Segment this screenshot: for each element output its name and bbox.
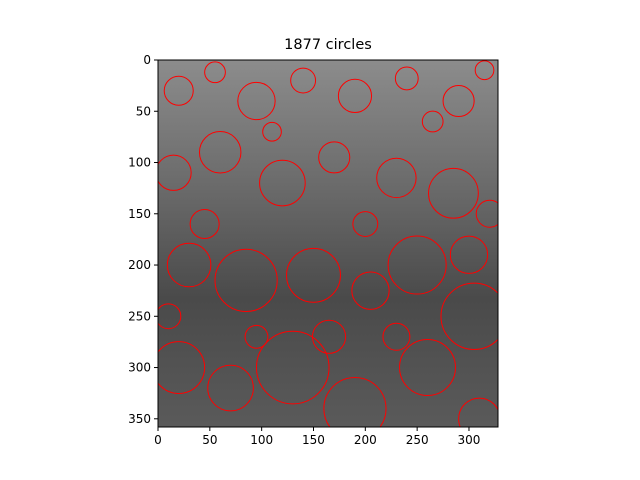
y-tick-label: 150 <box>128 207 151 221</box>
blob-circle <box>376 157 417 199</box>
circle-layer <box>158 60 498 427</box>
blob-circle <box>421 110 444 133</box>
plot-area <box>157 59 499 428</box>
x-axis: 0 50 100 150 200 250 300 <box>154 427 480 447</box>
blob-circle <box>428 167 479 219</box>
blob-circle <box>290 67 317 94</box>
photo-background <box>158 60 498 427</box>
blob-circle <box>337 78 373 113</box>
blob-circle <box>198 131 242 174</box>
chart-title: 1877 circles <box>284 37 372 53</box>
plot-frame <box>157 59 499 428</box>
blob-circle <box>286 247 341 303</box>
blob-circle <box>158 154 192 191</box>
y-tick-label: 100 <box>128 156 151 170</box>
blob-circle <box>387 235 447 295</box>
blob-circle <box>311 319 347 354</box>
x-tick-label: 250 <box>406 433 429 447</box>
x-tick-label: 300 <box>458 433 481 447</box>
y-tick-label: 300 <box>128 361 151 375</box>
x-tick-label: 150 <box>302 433 325 447</box>
blob-circle <box>237 81 276 121</box>
blob-circle <box>207 364 254 412</box>
y-axis: 0 50 100 150 200 250 300 350 <box>128 53 158 426</box>
y-tick-label: 250 <box>128 309 151 323</box>
blob-circle <box>474 60 495 81</box>
blob-circle <box>204 61 226 84</box>
y-tick-label: 200 <box>128 258 151 272</box>
blob-circle <box>352 211 379 237</box>
x-tick-label: 50 <box>202 433 217 447</box>
y-tick-label: 50 <box>136 104 151 118</box>
blob-circle <box>244 324 269 349</box>
blob-circle <box>442 84 475 118</box>
y-tick-label: 0 <box>143 53 151 67</box>
blob-circle <box>318 141 351 174</box>
blob-circle <box>394 66 419 91</box>
blob-circle <box>163 75 194 106</box>
blob-circle <box>382 322 411 351</box>
blob-circle <box>255 330 330 405</box>
blob-circle <box>189 209 220 240</box>
x-tick-label: 100 <box>250 433 273 447</box>
blob-circle <box>214 248 278 313</box>
blob-circle <box>158 341 206 394</box>
blob-circle <box>475 199 498 228</box>
blob-circle <box>351 271 390 310</box>
blob-circle <box>158 303 182 330</box>
blob-circle <box>458 397 498 427</box>
blob-circle <box>449 235 489 274</box>
blob-circle <box>399 339 457 397</box>
x-tick-label: 200 <box>354 433 377 447</box>
blob-circle <box>440 282 498 350</box>
blob-circle <box>262 121 282 142</box>
blob-circle <box>166 242 212 288</box>
y-tick-label: 350 <box>128 412 151 426</box>
x-tick-label: 0 <box>154 433 162 447</box>
blob-circle <box>323 376 387 427</box>
blob-circle <box>259 159 306 207</box>
